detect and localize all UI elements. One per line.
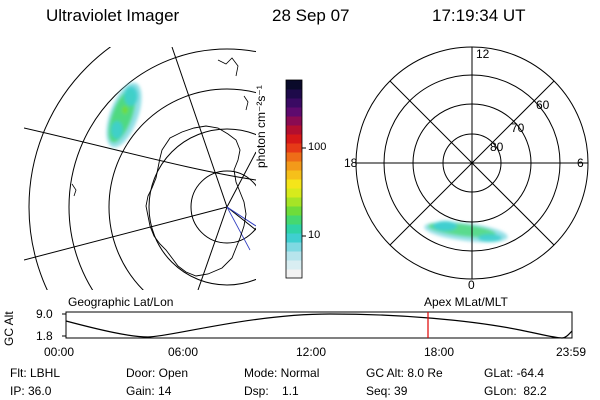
gain-readout: Gain: 14 — [126, 384, 172, 398]
colorbar-cell — [286, 251, 302, 261]
geo-lat-circle — [190, 170, 256, 244]
gc-alt-readout: GC Alt: 8.0 Re — [366, 366, 443, 380]
altitude-ytick-label-1: 1.8 — [36, 329, 53, 343]
coastline-antarctica — [145, 125, 247, 277]
mlt-label-6: 6 — [577, 156, 584, 170]
colorbar — [286, 80, 302, 279]
terminator-line — [226, 206, 251, 251]
colorbar-cell — [286, 161, 302, 171]
time-tick-label: 06:00 — [168, 345, 199, 359]
geographic-panel — [24, 47, 256, 290]
colorbar-frame — [285, 79, 303, 279]
mlat-label-70: 70 — [511, 121, 525, 135]
dsp-readout: Dsp: 1.1 — [244, 384, 299, 398]
apex-panel-label: Apex MLat/MLT — [424, 295, 508, 309]
mlt-label-0: 0 — [468, 278, 475, 292]
mlt-line-diag — [389, 80, 555, 246]
colorbar-tick-label-100: 100 — [308, 141, 327, 153]
colorbar-cell — [286, 98, 302, 108]
geo-graticule-curve — [24, 127, 256, 181]
geo-meridian — [24, 206, 228, 261]
colorbar-cell — [286, 134, 302, 144]
colorbar-label: photon cm⁻²s⁻¹ — [254, 85, 268, 168]
aurora-geographic — [106, 82, 142, 148]
time-tick-label: 12:00 — [296, 345, 327, 359]
colorbar-cell — [286, 143, 302, 153]
colorbar-tick-label-10: 10 — [308, 229, 321, 241]
colorbar-cell — [286, 197, 302, 207]
time-label: 17:19:34 UT — [432, 6, 526, 25]
ip-readout: IP: 36.0 — [10, 384, 52, 398]
colorbar-cell — [286, 152, 302, 162]
colorbar-cell — [286, 224, 302, 234]
colorbar-cell — [286, 260, 302, 270]
coastline-island — [243, 95, 249, 111]
coastline-island — [71, 183, 77, 197]
geo-lat-circle — [148, 128, 256, 286]
geo-meridian — [226, 151, 256, 208]
colorbar-cell — [286, 233, 302, 243]
mlt-label-12: 12 — [476, 47, 490, 61]
colorbar-cell — [286, 125, 302, 135]
instrument-title: Ultraviolet Imager — [46, 6, 180, 25]
colorbar-cell — [286, 170, 302, 180]
time-tick-label: 23:59 — [556, 345, 587, 359]
geographic-panel-label: Geographic Lat/Lon — [68, 295, 174, 309]
date-label: 28 Sep 07 — [272, 6, 350, 25]
colorbar-cell — [286, 89, 302, 99]
colorbar-cell — [286, 179, 302, 189]
geo-lat-circle — [68, 48, 256, 290]
geo-lat-circle — [108, 88, 256, 290]
mlat-label-80: 80 — [490, 140, 504, 154]
altitude-ylabel: GC Alt — [2, 311, 16, 346]
filter-readout: Flt: LBHL — [10, 366, 61, 380]
colorbar-cell — [286, 206, 302, 216]
colorbar-cell — [286, 80, 302, 90]
colorbar-cell — [286, 269, 302, 279]
seq-readout: Seq: 39 — [366, 384, 408, 398]
mlt-label-18: 18 — [344, 156, 358, 170]
glon-readout: GLon: 82.2 — [484, 384, 547, 398]
colorbar-cell — [286, 215, 302, 225]
geo-meridian — [197, 206, 228, 290]
colorbar-cell — [286, 242, 302, 252]
colorbar-cell — [286, 188, 302, 198]
mlat-label-60: 60 — [536, 98, 550, 112]
altitude-curve — [65, 313, 573, 339]
aurora-apex — [424, 221, 508, 243]
altitude-ytick-label-9: 9.0 — [36, 307, 53, 321]
colorbar-cell — [286, 107, 302, 117]
coastline-island — [217, 57, 239, 77]
colorbar-cell — [286, 116, 302, 126]
glat-readout: GLat: -64.4 — [484, 366, 545, 380]
time-tick-label: 18:00 — [424, 345, 455, 359]
altitude-plot — [62, 311, 573, 339]
door-readout: Door: Open — [126, 366, 189, 380]
time-tick-label: 00:00 — [44, 345, 75, 359]
terminator-line — [226, 206, 256, 227]
geo-lat-circle — [28, 47, 112, 290]
altitude-frame — [65, 311, 573, 339]
mode-readout: Mode: Normal — [244, 366, 320, 380]
geo-meridian — [226, 206, 256, 231]
apex-polar-panel — [355, 46, 589, 280]
